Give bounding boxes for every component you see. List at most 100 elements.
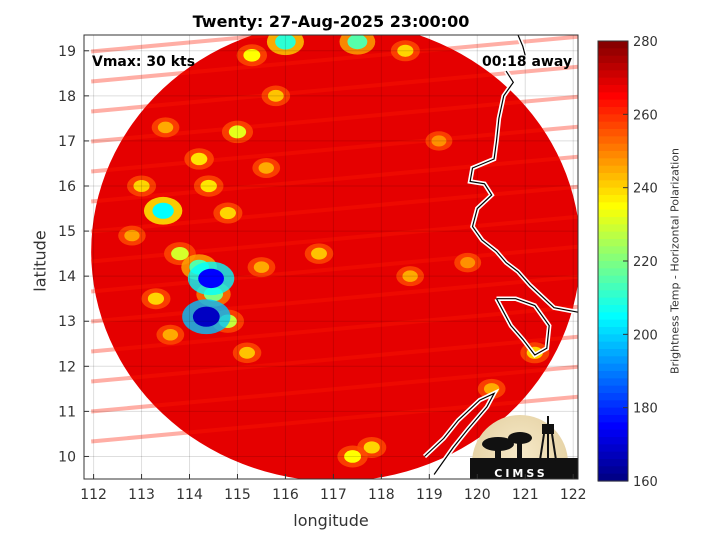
colorbar-segment xyxy=(598,55,628,64)
x-tick-label: 117 xyxy=(320,487,347,503)
coastline xyxy=(495,298,550,356)
feature-cell xyxy=(275,35,296,50)
colorbar-segment xyxy=(598,224,628,233)
colorbar-tick-label: 260 xyxy=(633,108,658,123)
y-tick-label: 14 xyxy=(58,269,76,285)
y-tick-label: 12 xyxy=(58,359,76,375)
colorbar-segment xyxy=(598,151,628,159)
colorbar-segment xyxy=(598,393,628,401)
feature-cell xyxy=(147,292,165,305)
colorbar-segment xyxy=(598,173,628,181)
swath-streak xyxy=(91,364,578,414)
y-tick-label: 10 xyxy=(58,449,76,465)
colorbar-segment xyxy=(598,327,628,335)
colorbar-segment xyxy=(598,217,628,225)
colorbar-segment xyxy=(598,121,628,130)
colorbar-segment xyxy=(598,187,628,196)
colorbar-segment xyxy=(598,114,628,123)
feature-cell xyxy=(219,206,236,220)
feature-cell xyxy=(200,179,217,193)
coastline xyxy=(469,70,578,313)
colorbar-segment xyxy=(598,63,628,71)
colorbar-segment xyxy=(598,334,628,343)
time-away-annotation: 00:18 away xyxy=(482,54,572,70)
colorbar-segment xyxy=(598,415,628,423)
colorbar-segment xyxy=(598,290,628,299)
colorbar-segment xyxy=(598,407,628,416)
colorbar-segment xyxy=(598,209,628,218)
colorbar-tick-label: 220 xyxy=(633,255,658,270)
colorbar-segment xyxy=(598,305,628,313)
colorbar-segment xyxy=(598,195,628,203)
feature-cell xyxy=(363,441,380,454)
colorbar-segment xyxy=(598,473,628,482)
colorbar-segment xyxy=(598,275,628,284)
x-tick-label: 116 xyxy=(272,487,299,503)
x-tick-label: 118 xyxy=(368,487,395,503)
colorbar: 160 180 200 220 240 260 280 xyxy=(597,35,658,490)
colorbar-segment xyxy=(598,165,628,174)
feature-cell xyxy=(152,202,174,219)
x-tick-label: 121 xyxy=(512,487,539,503)
feature-cell xyxy=(239,346,255,359)
swath-streak xyxy=(91,35,293,54)
feature-cell xyxy=(344,450,362,463)
colorbar-segment xyxy=(598,319,628,328)
swath-streak xyxy=(91,334,578,384)
feature-cell xyxy=(228,125,247,139)
feature-cell xyxy=(431,135,447,147)
colorbar-segment xyxy=(598,283,628,291)
colorbar-label: Brightness Temp - Horizontal Polarizatio… xyxy=(668,148,682,374)
colorbar-segment xyxy=(598,129,628,137)
y-tick-label: 11 xyxy=(58,404,76,420)
colorbar-segment xyxy=(598,400,628,409)
colorbar-segment xyxy=(598,107,628,115)
colorbar-segment xyxy=(598,261,628,269)
colorbar-segment xyxy=(598,92,628,101)
logo-text: CIMSS xyxy=(494,467,547,480)
colorbar-segment xyxy=(598,99,628,108)
colorbar-segment xyxy=(598,41,628,49)
swath-streak xyxy=(91,274,578,324)
swath-layer xyxy=(91,35,578,479)
colorbar-segment xyxy=(598,378,628,387)
colorbar-segment xyxy=(598,48,628,57)
colorbar-segment xyxy=(598,85,628,93)
coastline-layer xyxy=(422,35,578,476)
colorbar-segment xyxy=(598,268,628,277)
colorbar-segment xyxy=(598,297,628,306)
colorbar-segment xyxy=(598,239,628,247)
plot-frame xyxy=(83,34,579,480)
colorbar-segment xyxy=(598,136,628,145)
feature-cell xyxy=(402,270,418,282)
colorbar-segment xyxy=(598,429,628,438)
feature-cell xyxy=(190,152,208,166)
cimss-logo: CIMSS xyxy=(470,415,578,480)
feature-cell xyxy=(157,121,174,134)
colorbar-segment xyxy=(598,77,628,86)
x-tick-label: 115 xyxy=(224,487,251,503)
x-tick-label: 122 xyxy=(560,487,587,503)
y-axis-label: latitude xyxy=(30,230,50,292)
colorbar-segment xyxy=(598,444,628,453)
colorbar-segment xyxy=(598,253,628,262)
feature-cell xyxy=(124,229,140,242)
feature-cell xyxy=(267,89,284,102)
colorbar-segment xyxy=(598,437,628,445)
swath-streak xyxy=(91,184,578,234)
feature-cell xyxy=(133,179,150,193)
colorbar-tick-label: 240 xyxy=(633,182,658,197)
coastline xyxy=(424,392,496,475)
y-tick-label: 16 xyxy=(58,179,76,195)
x-tick-label: 120 xyxy=(464,487,491,503)
feature-cell xyxy=(311,247,327,260)
x-tick-label: 114 xyxy=(176,487,203,503)
feature-cell xyxy=(171,247,189,261)
colorbar-segment xyxy=(598,246,628,255)
feature-cell xyxy=(198,268,224,289)
colorbar-segment xyxy=(598,202,628,211)
chart-title: Twenty: 27-Aug-2025 23:00:00 xyxy=(192,12,470,31)
y-tick-label: 17 xyxy=(58,134,76,150)
